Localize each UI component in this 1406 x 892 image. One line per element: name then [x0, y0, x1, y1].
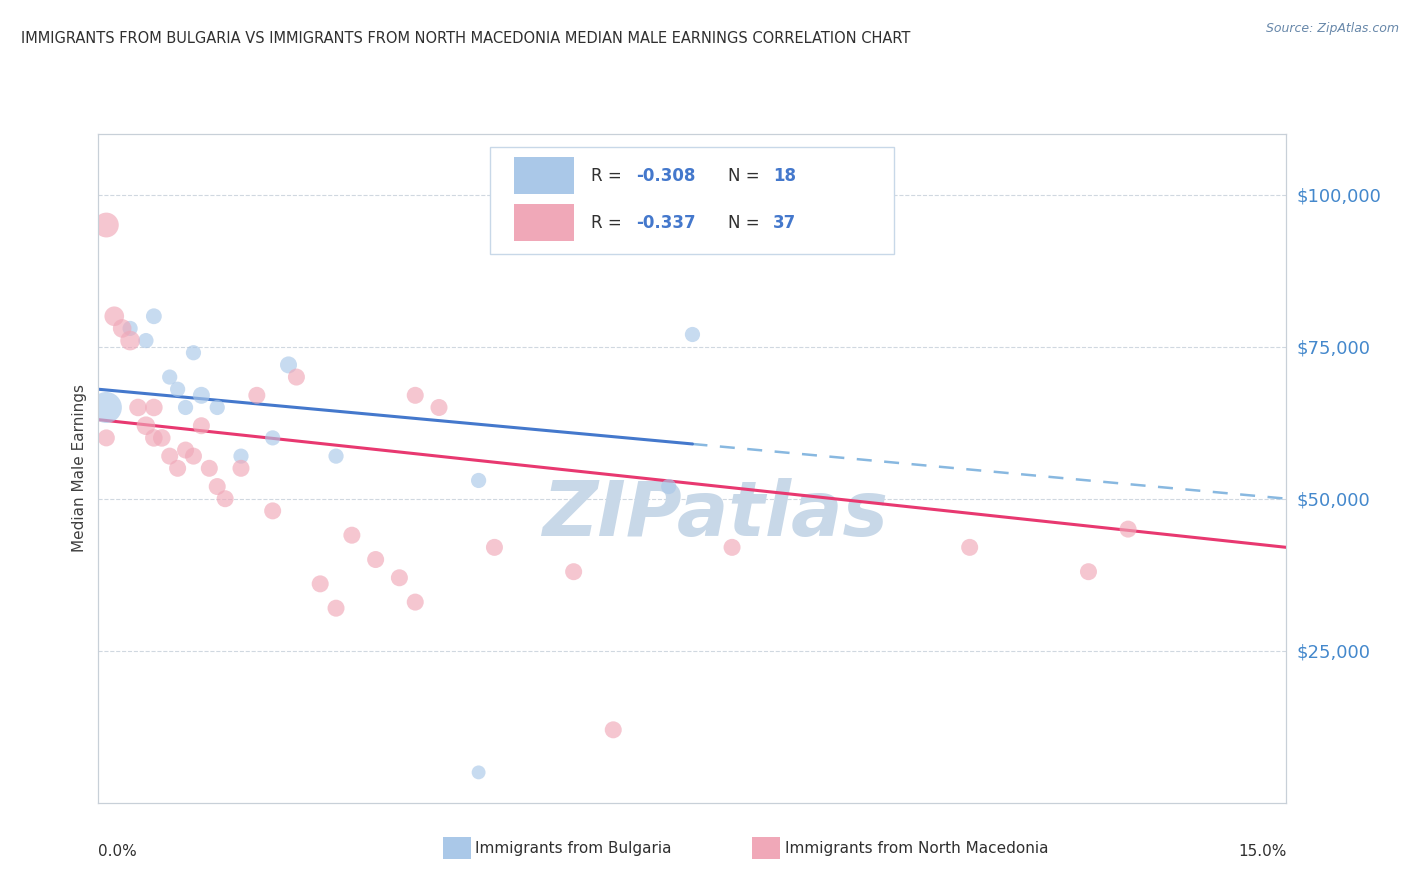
Text: N =: N =	[728, 167, 765, 185]
Point	[309, 577, 332, 591]
Point	[166, 382, 188, 396]
Point	[484, 541, 506, 555]
Point	[325, 449, 347, 463]
Text: ZIPatlas: ZIPatlas	[543, 478, 889, 552]
Text: -0.308: -0.308	[637, 167, 696, 185]
Point	[364, 552, 387, 566]
Point	[682, 327, 704, 342]
Point	[198, 461, 221, 475]
Point	[562, 565, 585, 579]
Point	[150, 431, 173, 445]
Point	[207, 401, 229, 415]
Point	[721, 541, 744, 555]
Point	[388, 571, 411, 585]
Point	[96, 218, 118, 232]
Text: Immigrants from North Macedonia: Immigrants from North Macedonia	[785, 841, 1047, 855]
Point	[159, 370, 181, 384]
Point	[404, 388, 426, 402]
Point	[142, 401, 165, 415]
Point	[467, 474, 489, 488]
Point	[183, 449, 205, 463]
Text: R =: R =	[592, 167, 627, 185]
Text: 18: 18	[773, 167, 796, 185]
Point	[1116, 522, 1139, 536]
Point	[262, 504, 284, 518]
Text: Source: ZipAtlas.com: Source: ZipAtlas.com	[1265, 22, 1399, 36]
Point	[135, 418, 157, 433]
Point	[135, 334, 157, 348]
Point	[325, 601, 347, 615]
Point	[246, 388, 269, 402]
Point	[103, 310, 125, 324]
Bar	[515, 204, 574, 241]
Point	[229, 449, 252, 463]
Point	[159, 449, 181, 463]
Point	[229, 461, 252, 475]
Point	[142, 310, 165, 324]
Text: R =: R =	[592, 214, 627, 232]
Point	[277, 358, 299, 372]
Point	[190, 418, 212, 433]
Point	[174, 443, 197, 458]
Point	[285, 370, 308, 384]
Text: -0.337: -0.337	[637, 214, 696, 232]
Point	[427, 401, 450, 415]
Text: 15.0%: 15.0%	[1239, 845, 1286, 859]
Point	[658, 479, 681, 493]
Point	[183, 345, 205, 359]
Bar	[515, 157, 574, 194]
Point	[127, 401, 149, 415]
Point	[120, 334, 142, 348]
Point	[190, 388, 212, 402]
Point	[214, 491, 236, 506]
Y-axis label: Median Male Earnings: Median Male Earnings	[72, 384, 87, 552]
Point	[96, 431, 118, 445]
Text: N =: N =	[728, 214, 765, 232]
Point	[340, 528, 363, 542]
Point	[404, 595, 426, 609]
Point	[142, 431, 165, 445]
Point	[120, 321, 142, 335]
Text: 37: 37	[773, 214, 796, 232]
Text: Immigrants from Bulgaria: Immigrants from Bulgaria	[475, 841, 672, 855]
Point	[207, 479, 229, 493]
FancyBboxPatch shape	[491, 147, 894, 254]
Point	[166, 461, 188, 475]
Point	[111, 321, 134, 335]
Text: IMMIGRANTS FROM BULGARIA VS IMMIGRANTS FROM NORTH MACEDONIA MEDIAN MALE EARNINGS: IMMIGRANTS FROM BULGARIA VS IMMIGRANTS F…	[21, 31, 911, 46]
Text: 0.0%: 0.0%	[98, 845, 138, 859]
Point	[174, 401, 197, 415]
Point	[262, 431, 284, 445]
Point	[467, 765, 489, 780]
Point	[602, 723, 624, 737]
Point	[96, 401, 118, 415]
Point	[1077, 565, 1099, 579]
Point	[959, 541, 981, 555]
